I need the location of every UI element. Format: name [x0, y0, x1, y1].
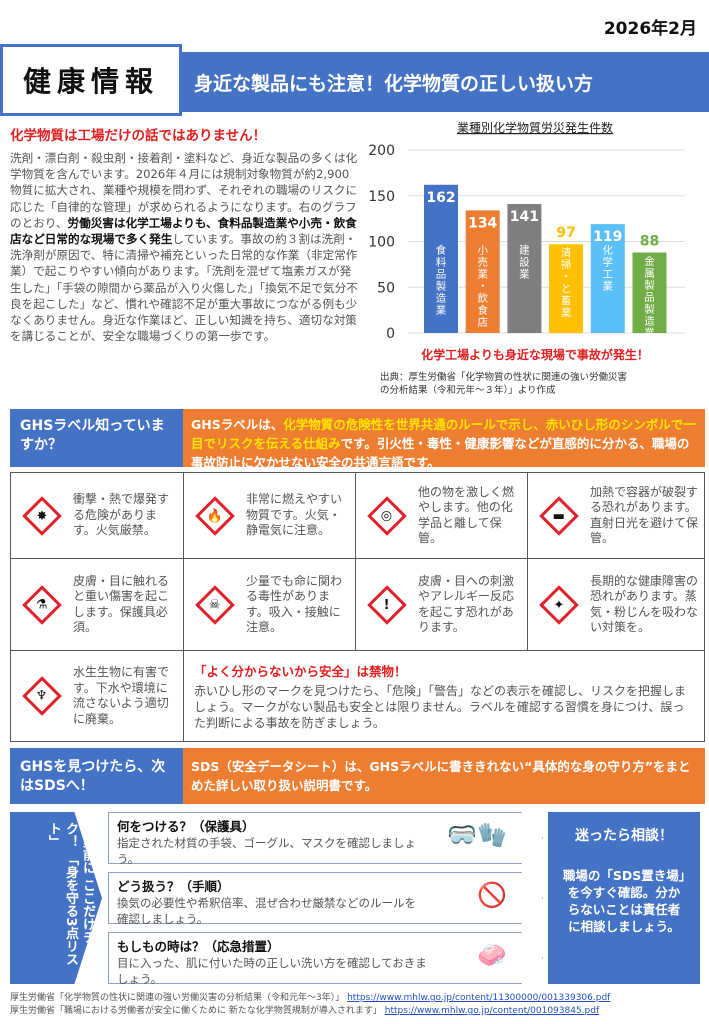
ghs-banner-text: GHSラベルは、化学物質の危険性を世界共通のルールで示し、赤いひし形のシンボルで… [183, 409, 705, 470]
category-label: 金属製品製造業 [644, 254, 655, 339]
ghs-item: 🔥 非常に燃えやすい物質です。火気・静電気に注意。 [184, 473, 356, 559]
bar-5 [590, 224, 625, 333]
issue-date: 2026年2月 [603, 19, 697, 39]
bar-value-label: 162 [426, 190, 455, 206]
goggles-gloves-icon: 🥽🧤 [447, 821, 507, 849]
reference-link[interactable]: https://www.mhlw.go.jp/content/11300000/… [347, 993, 611, 1003]
flame-over-circle-icon: ◎ [367, 495, 407, 536]
chart-source: 出典：厚生労働省「化学物質の性状に関連の強い労働災害 [380, 371, 627, 383]
ghs-item-text: 水生生物に有害です。下水や環境に流さないよう適切に廃棄。 [73, 665, 170, 726]
ghs-item-text: 他の物を激しく燃やします。他の化学品と離して保管。 [418, 484, 515, 546]
gas-cylinder-icon: ▬ [539, 495, 579, 536]
ghs-item: ▬ 加熱で容器が破裂する恐れがあります。直射日光を避けて保管。 [528, 473, 704, 559]
ghs-item: ☠ 少量でも命に関わる毒性があります。吸入・接触に注意。 [184, 559, 356, 651]
page-title: 身近な製品にも注意！化学物質の正しい扱い方 [182, 52, 709, 112]
warning-title: 「よく分からないから安全」は禁物！ [194, 664, 407, 679]
warning-text: 赤いひし形のマークを見つけたら、「危険」「警告」などの表示を確認し、リスクを把握… [194, 684, 687, 730]
bar-3 [507, 203, 542, 333]
ghs-pictogram-grid: ✸ 衝撃・熱で爆発する危険があります。火気厳禁。 🔥 非常に燃えやすい物質です。火気・… [10, 472, 705, 742]
intro-text: 洗剤・漂白剤・殺虫剤・接着剤・塗料など、身近な製品の多くは化学物質を含んでいます… [10, 151, 358, 344]
step-text: 目に入った、肌に付いた時の正しい洗い方を確認しておきましょう。 [117, 956, 427, 986]
flame-icon: 🔥 [195, 495, 235, 536]
y-tick-label: 150 [368, 189, 395, 205]
step-text: 換気の必要性や希釈倍率、混ぜ合わせ厳禁などのルールを確認しましょう。 [117, 896, 416, 926]
exclamation-icon: ! [367, 584, 407, 625]
ghs-item: ⚗ 皮膚・目に触れると重い傷害を起こします。保護具必須。 [11, 559, 184, 651]
category-label: 食料品製造業 [436, 244, 447, 317]
ghs-item-text: 加熱で容器が破裂する恐れがあります。直射日光を避けて保管。 [590, 484, 699, 546]
step-title: もしもの時は？（応急措置） [117, 939, 280, 954]
chart-source: の分析結果（令和元年～３年）」より作成 [380, 384, 556, 396]
ghs-item-text: 非常に燃えやすい物質です。火気・静電気に注意。 [246, 492, 343, 538]
reference-text: 厚生労働省「化学物質の性状に関連の強い労働災害の分析結果（令和元年～3年）」 [10, 993, 348, 1003]
chart-caption: 化学工場よりも身近な現場で事故が発生！ [421, 347, 649, 362]
category-label: 小売業・飲食店 [477, 245, 488, 329]
y-tick-label: 50 [377, 280, 395, 296]
ghs-item-text: 皮膚・目への刺激やアレルギー反応を起こす恐れがあります。 [418, 573, 515, 635]
intro-section: 化学物質は工場だけの話ではありません！ 洗剤・漂白剤・殺虫剤・接着剤・塗料など、… [10, 124, 358, 344]
bar-value-label: 141 [510, 209, 539, 225]
no-mixing-icon: 🚫 [477, 881, 507, 909]
bar-4 [549, 244, 584, 333]
ghs-item-text: 皮膚・目に触れると重い傷害を起こします。保護具必須。 [73, 573, 170, 635]
reference-link[interactable]: https://www.mhlw.go.jp/content/001093845… [384, 1006, 600, 1016]
warning-note: 「よく分からないから安全」は禁物！ 赤いひし形のマークを見つけたら、「危険」「警告… [184, 651, 704, 741]
checklist-arrow: 作業前に ここだけチェック！ 「身を守る3点リスト」 [10, 812, 102, 984]
bar-1 [424, 184, 458, 333]
ghs-item: ✸ 衝撃・熱で爆発する危険があります。火気厳禁。 [11, 473, 184, 559]
checklist-step: もしもの時は？（応急措置） 目に入った、肌に付いた時の正しい洗い方を確認しておきま… [108, 932, 543, 984]
category-label: 清掃・と畜業 [561, 246, 572, 319]
sds-banner: GHSを見つけたら、次はSDSへ！ SDS（安全データシート）は、GHSラベルに… [10, 748, 705, 804]
corrosion-icon: ⚗ [22, 584, 62, 625]
sds-banner-title: GHSを見つけたら、次はSDSへ！ [10, 748, 183, 804]
ghs-item: ! 皮膚・目への刺激やアレルギー反応を起こす恐れがあります。 [356, 559, 528, 651]
y-tick-label: 100 [368, 235, 395, 251]
reference-text: 厚生労働省「職場における労働者が安全に働くために 新たな化学物質規制が導入されま… [10, 1006, 385, 1016]
bar-value-label: 119 [593, 229, 622, 245]
reference-line: 厚生労働省「職場における労働者が安全に働くために 新たな化学物質規制が導入されま… [10, 1005, 610, 1018]
ghs-banner: GHSラベル知っていますか？ GHSラベルは、化学物質の危険性を世界共通のルール… [10, 409, 705, 470]
ghs-item: ✦ 長期的な健康障害の恐れがあります。蒸気・粉じんを吸わない対策を。 [528, 559, 704, 651]
checklist-step: どう扱う？（手順） 換気の必要性や希釈倍率、混ぜ合わせ厳禁などのルールを確認しまし… [108, 872, 543, 924]
step-title: どう扱う？（手順） [117, 879, 230, 894]
chart-title: 業種別化学物質労災発生件数 [457, 120, 613, 135]
bar-2 [465, 210, 500, 333]
skull-crossbones-icon: ☠ [195, 584, 235, 625]
y-tick-label: 200 [368, 143, 395, 159]
bar-value-label: 134 [468, 215, 497, 231]
intro-heading: 化学物質は工場だけの話ではありません！ [10, 128, 267, 144]
ghs-item: ♆ 水生生物に有害です。下水や環境に流さないよう適切に廃棄。 [11, 651, 184, 741]
health-hazard-icon: ✦ [539, 584, 579, 625]
section-label: 健康情報 [0, 44, 182, 116]
consult-box: 迷ったら相談！ 職場の「SDS置き場」を今すぐ確認。分からないことは責任者に相談… [548, 812, 700, 984]
category-label: 化学工業 [603, 244, 614, 293]
environment-icon: ♆ [22, 676, 62, 716]
ghs-item: ◎ 他の物を激しく燃やします。他の化学品と離して保管。 [356, 473, 528, 559]
footer-references: 厚生労働省「化学物質の性状に関連の強い労働災害の分析結果（令和元年～3年）」 h… [10, 992, 610, 1018]
bar-value-label: 97 [556, 225, 575, 241]
ghs-item-text: 長期的な健康障害の恐れがあります。蒸気・粉じんを吸わない対策を。 [590, 573, 699, 635]
step-text: 指定された材質の手袋、ゴーグル、マスクを確認しましょう。 [117, 836, 416, 866]
category-label: 建設業 [519, 244, 530, 281]
consult-title: 迷ったら相談！ [575, 828, 673, 844]
y-tick-label: 0 [386, 326, 395, 342]
consult-text: 職場の「SDS置き場」を今すぐ確認。分からないことは責任者に相談しましょう。 [562, 868, 686, 934]
bar-chart: 業種別化学物質労災発生件数 0 50 100 150 200 162 食料品製造業 134 小売業… [368, 120, 685, 396]
ghs-item-text: 少量でも命に関わる毒性があります。吸入・接触に注意。 [246, 573, 343, 635]
hand-washing-icon: 🧼 [477, 941, 507, 969]
sds-banner-text: SDS（安全データシート）は、GHSラベルに書ききれない“具体的な身の守り方”を… [183, 748, 705, 804]
explosion-icon: ✸ [22, 495, 62, 536]
checklist-step: 何をつける？（保護具） 指定された材質の手袋、ゴーグル、マスクを確認しましょう。 🥽… [108, 812, 543, 864]
ghs-item-text: 衝撃・熱で爆発する危険があります。火気厳禁。 [73, 492, 170, 538]
reference-line: 厚生労働省「化学物質の性状に関連の強い労働災害の分析結果（令和元年～3年）」 h… [10, 992, 610, 1005]
ghs-banner-title: GHSラベル知っていますか？ [10, 409, 183, 467]
bar-6 [632, 252, 667, 333]
step-title: 何をつける？（保護具） [117, 819, 255, 834]
bar-value-label: 88 [640, 233, 659, 249]
